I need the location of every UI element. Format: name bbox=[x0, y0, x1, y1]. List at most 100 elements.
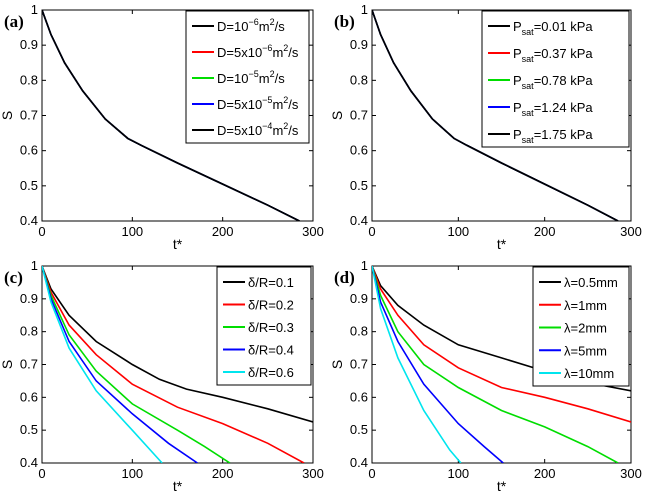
legend: δ/R=0.1 δ/R=0.2 δ/R=0.3 δ/R=0.4 δ/R=0.6 bbox=[216, 266, 312, 386]
legend-base: D=10 bbox=[217, 71, 248, 86]
y-tick-label: 0.8 bbox=[350, 324, 368, 339]
series-line-2 bbox=[372, 266, 631, 423]
legend-tail: /s bbox=[288, 123, 299, 138]
legend-exponent: −4 bbox=[262, 121, 272, 131]
legend-label-4: λ=5mm bbox=[564, 343, 607, 358]
x-tick-label: 300 bbox=[302, 224, 324, 239]
y-tick-label: 0.5 bbox=[20, 178, 38, 193]
legend-label-1: δ/R=0.1 bbox=[248, 275, 294, 290]
series-line-5 bbox=[372, 10, 619, 221]
series-line-5 bbox=[372, 266, 462, 463]
y-tick-label: 0.8 bbox=[20, 72, 38, 87]
legend-tail: =0.01 kPa bbox=[534, 19, 594, 34]
legend-unit: m bbox=[259, 19, 270, 34]
legend-label-2: D=5x10−6m2/s bbox=[217, 43, 299, 60]
legend-label-5: D=5x10−4m2/s bbox=[217, 121, 299, 138]
legend-tail: /s bbox=[288, 45, 299, 60]
panel-label: (b) bbox=[334, 12, 355, 31]
legend-base: P bbox=[513, 19, 522, 34]
legend-base: P bbox=[513, 100, 522, 115]
x-tick-label: 100 bbox=[121, 224, 143, 239]
legend-base: δ/R=0.1 bbox=[248, 275, 294, 290]
legend-base: D=10 bbox=[217, 19, 248, 34]
x-axis-label: t* bbox=[497, 236, 507, 252]
y-tick-label: 0.7 bbox=[350, 108, 368, 123]
legend-base: λ=10mm bbox=[564, 366, 614, 381]
legend-unit: m bbox=[259, 71, 270, 86]
legend-tail: =1.75 kPa bbox=[534, 127, 594, 142]
legend-base: δ/R=0.6 bbox=[248, 365, 294, 380]
legend-label-5: δ/R=0.6 bbox=[248, 365, 294, 380]
series-line-5 bbox=[42, 10, 300, 221]
legend-subscript: sat bbox=[522, 54, 535, 64]
y-tick-label: 0.6 bbox=[20, 143, 38, 158]
y-tick-label: 1 bbox=[361, 258, 368, 273]
legend: λ=0.5mm λ=1mm λ=2mm λ=5mm λ=10mm bbox=[532, 266, 630, 387]
legend-base: D=5x10 bbox=[217, 123, 262, 138]
legend-label-5: Psat=1.75 kPa bbox=[513, 127, 593, 145]
series-line-3 bbox=[372, 266, 619, 463]
y-tick-label: 0.6 bbox=[350, 143, 368, 158]
y-tick-label: 0.8 bbox=[350, 72, 368, 87]
legend-base: λ=2mm bbox=[564, 321, 607, 336]
y-tick-label: 1 bbox=[31, 2, 38, 17]
x-axis-label: t* bbox=[173, 236, 183, 252]
legend-unit-exponent: 2 bbox=[270, 17, 275, 27]
legend-base: P bbox=[513, 73, 522, 88]
legend-label-2: λ=1mm bbox=[564, 298, 607, 313]
chart-panel-c: 0 100 200 300 0.4 0.5 0.6 0.7 0.8 0.9 1 t* S (c) δ/R=0… bbox=[0, 258, 324, 491]
y-tick-label: 0.9 bbox=[350, 37, 368, 52]
x-tick-label: 200 bbox=[212, 466, 234, 481]
y-tick-label: 1 bbox=[361, 2, 368, 17]
x-tick-label: 0 bbox=[368, 466, 375, 481]
x-tick-label: 100 bbox=[447, 224, 469, 239]
y-tick-label: 0.5 bbox=[20, 422, 38, 437]
legend-base: λ=5mm bbox=[564, 343, 607, 358]
panel-label: (a) bbox=[4, 12, 24, 31]
x-tick-label: 0 bbox=[38, 466, 45, 481]
legend-label-1: Psat=0.01 kPa bbox=[513, 19, 593, 37]
legend-label-3: λ=2mm bbox=[564, 321, 607, 336]
legend-label-4: Psat=1.24 kPa bbox=[513, 100, 593, 118]
chart-panel-d: 0 100 200 300 0.4 0.5 0.6 0.7 0.8 0.9 1 t* S (d) λ=0.5… bbox=[329, 258, 642, 491]
legend-unit: m bbox=[272, 97, 283, 112]
legend-tail: /s bbox=[275, 19, 286, 34]
x-tick-label: 300 bbox=[620, 466, 642, 481]
legend-base: λ=1mm bbox=[564, 298, 607, 313]
y-axis-label: S bbox=[329, 360, 345, 369]
x-tick-label: 300 bbox=[302, 466, 324, 481]
legend-base: P bbox=[513, 127, 522, 142]
legend-subscript: sat bbox=[522, 108, 535, 118]
y-tick-label: 0.9 bbox=[20, 291, 38, 306]
legend-unit-exponent: 2 bbox=[283, 121, 288, 131]
legend-label-2: δ/R=0.2 bbox=[248, 298, 294, 313]
legend-label-3: D=10−5m2/s bbox=[217, 69, 285, 86]
series-line-3 bbox=[42, 266, 231, 463]
legend-unit-exponent: 2 bbox=[283, 43, 288, 53]
series-line-1 bbox=[42, 266, 313, 423]
y-axis-label: S bbox=[329, 111, 345, 120]
y-tick-label: 0.9 bbox=[350, 291, 368, 306]
legend-label-5: λ=10mm bbox=[564, 366, 614, 381]
legend-label-2: Psat=0.37 kPa bbox=[513, 46, 593, 64]
legend-label-4: D=5x10−5m2/s bbox=[217, 95, 299, 112]
legend-label-3: Psat=0.78 kPa bbox=[513, 73, 593, 91]
legend-base: δ/R=0.4 bbox=[248, 343, 294, 358]
legend-tail: /s bbox=[288, 97, 299, 112]
y-tick-label: 0.4 bbox=[350, 455, 368, 470]
y-tick-label: 0.7 bbox=[20, 108, 38, 123]
panel-label: (c) bbox=[4, 268, 23, 287]
legend-subscript: sat bbox=[522, 135, 535, 145]
legend: D=10−6m2/sD=5x10−6m2/sD=10−5m2/sD=5x10−5… bbox=[185, 10, 310, 144]
legend-label-3: δ/R=0.3 bbox=[248, 320, 294, 335]
series-line-4 bbox=[372, 266, 504, 463]
legend-exponent: −5 bbox=[262, 95, 272, 105]
legend-exponent: −6 bbox=[248, 17, 258, 27]
y-tick-label: 0.7 bbox=[20, 357, 38, 372]
legend-unit-exponent: 2 bbox=[270, 69, 275, 79]
y-tick-label: 0.4 bbox=[20, 455, 38, 470]
y-tick-label: 0.6 bbox=[350, 389, 368, 404]
x-tick-label: 0 bbox=[368, 224, 375, 239]
y-axis-label: S bbox=[0, 360, 15, 369]
